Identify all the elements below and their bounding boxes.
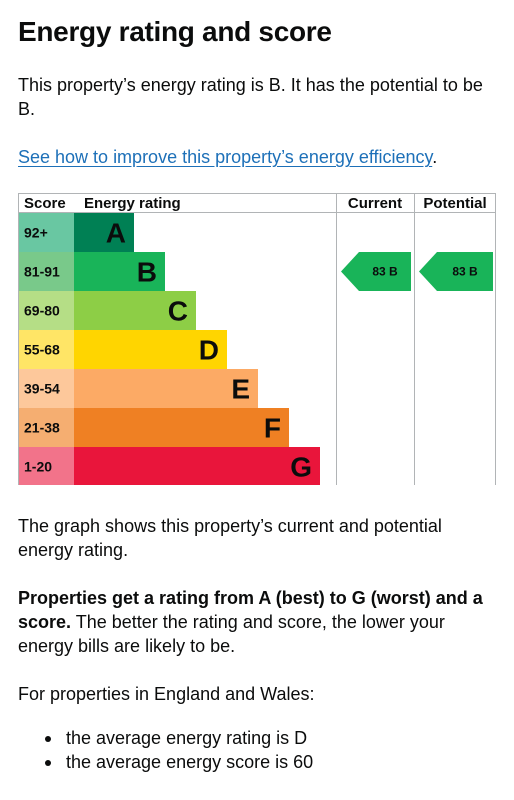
rating-explanation-rest: The better the rating and score, the low… — [18, 612, 445, 656]
rating-letter-c: C — [168, 296, 188, 327]
rating-summary: This property’s energy rating is B. It h… — [18, 75, 483, 119]
rating-letter-g: G — [290, 452, 312, 483]
rating-bar-f — [74, 408, 289, 447]
score-range-a: 92+ — [24, 225, 48, 241]
rating-explanation-bold: Properties get a rating from A (best) to… — [18, 588, 483, 632]
score-range-c: 69-80 — [24, 303, 60, 319]
current-header: Current — [348, 195, 402, 212]
average-rating-item: the average energy rating is D — [18, 726, 498, 750]
rating-letter-b: B — [137, 257, 157, 288]
current-rating-label: 83 B — [372, 265, 398, 279]
score-cell-b — [19, 252, 74, 291]
rating-letter-f: F — [264, 413, 281, 444]
rating-bar-b — [74, 252, 165, 291]
score-cell-f — [19, 408, 74, 447]
rating-explanation: Properties get a rating from A (best) to… — [18, 586, 502, 658]
improve-link-line: See how to improve this property’s energ… — [18, 145, 437, 169]
score-cell-d — [19, 330, 74, 369]
rating-letter-e: E — [231, 374, 250, 405]
energy-rating-graph: Score Energy rating Current Potential 92+ A 81… — [18, 193, 496, 485]
score-range-b: 81-91 — [24, 264, 60, 280]
energy-rating-chart: Score Energy rating Current Potential 92+ A 81… — [18, 193, 496, 485]
energy-rating-header: Energy rating — [84, 195, 181, 212]
score-range-g: 1-20 — [24, 459, 52, 475]
score-cell-g — [19, 447, 74, 485]
average-score-item: the average energy score is 60 — [18, 750, 498, 774]
score-cell-c — [19, 291, 74, 330]
score-range-f: 21-38 — [24, 420, 60, 436]
improve-link-suffix: . — [432, 147, 438, 167]
score-range-d: 55-68 — [24, 342, 60, 358]
rating-bar-c — [74, 291, 196, 330]
score-range-e: 39-54 — [24, 381, 60, 397]
rating-bar-g — [74, 447, 320, 485]
average-intro: For properties in England and Wales: — [18, 684, 315, 704]
current-rating-arrow — [341, 252, 411, 291]
rating-letter-a: A — [106, 218, 126, 249]
improve-efficiency-link[interactable]: See how to improve this property’s energ… — [18, 147, 433, 167]
graph-note: The graph shows this property’s current … — [18, 516, 442, 560]
averages-list: the average energy rating is D the avera… — [18, 726, 498, 774]
score-header: Score — [24, 195, 66, 212]
score-cell-a — [19, 213, 74, 252]
potential-header: Potential — [423, 195, 486, 212]
rating-bar-e — [74, 369, 258, 408]
potential-rating-arrow — [419, 252, 493, 291]
rating-bar-a — [74, 213, 134, 252]
potential-rating-label: 83 B — [452, 265, 478, 279]
rating-bar-d — [74, 330, 227, 369]
score-cell-e — [19, 369, 74, 408]
rating-letter-d: D — [199, 335, 219, 366]
page-title: Energy rating and score — [18, 16, 332, 47]
